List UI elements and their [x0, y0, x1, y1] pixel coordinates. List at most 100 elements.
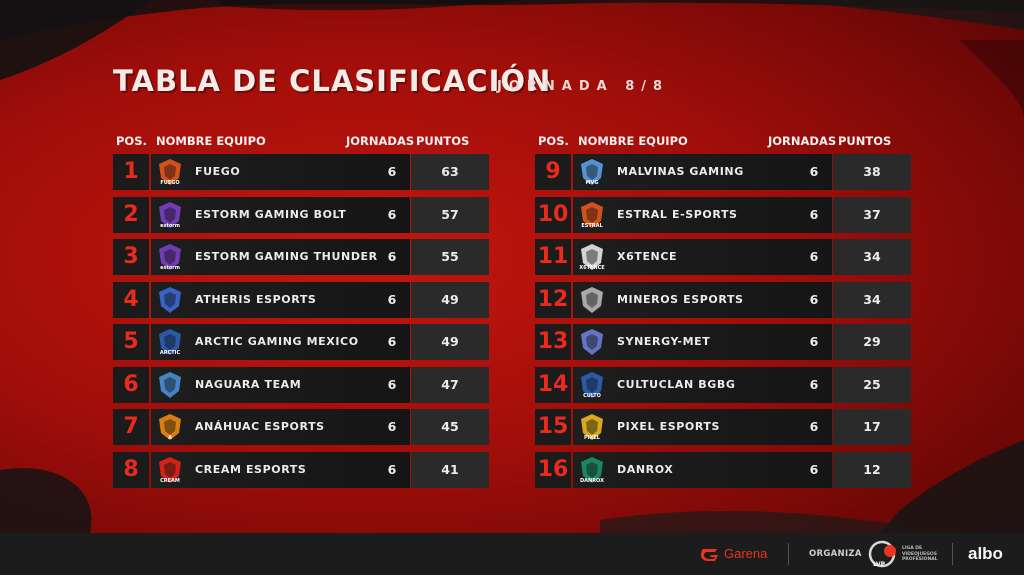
header-pos: POS.	[538, 134, 569, 148]
danrox-logo-icon: DANROX	[580, 456, 604, 484]
rows-container: 1 FUEGO FUEGO 6 63 2 estorm ESTORM GAMING BOLT 6…	[113, 154, 489, 488]
points-value: 38	[833, 154, 911, 190]
team-cell: estorm ESTORM GAMING BOLT 6	[151, 196, 410, 233]
table-row: 2 estorm ESTORM GAMING BOLT 6 57	[113, 196, 489, 233]
points-value: 34	[833, 281, 911, 318]
header-puntos: PUNTOS	[416, 134, 470, 148]
jornadas-value: 6	[809, 249, 819, 264]
arctic-logo-icon: ARCTIC	[159, 329, 181, 356]
team-name: PIXEL ESPORTS	[617, 420, 721, 433]
points-value: 49	[411, 281, 489, 318]
logo-text: ESTRAL	[581, 223, 603, 229]
table-row: 9 MVG MALVINAS GAMING 6 38	[535, 154, 911, 190]
jornadas-value: 6	[387, 461, 397, 477]
rows-container: 9 MVG MALVINAS GAMING 6 38 10 ESTRAL ESTRAL E-S…	[535, 154, 911, 488]
page-title: TABLA DE CLASIFICACIÓN	[113, 64, 552, 98]
points-value: 63	[411, 154, 489, 190]
naguara-logo-icon	[159, 371, 181, 398]
points-value: 17	[833, 409, 911, 445]
page-subtitle: JORNADA 8/8	[497, 79, 670, 94]
position-number: 1	[113, 154, 149, 190]
position-number: 10	[535, 196, 571, 233]
points-value: 37	[833, 196, 911, 233]
table-row: 5 ARCTIC ARCTIC GAMING MEXICO 6 49	[113, 324, 489, 360]
team-name: ARCTIC GAMING MEXICO	[195, 335, 359, 348]
lvp-badge-text: LVP	[873, 561, 886, 568]
team-cell: SYNERGY-MET 6	[573, 324, 832, 360]
position-number: 4	[113, 281, 149, 318]
cultuclan-logo-icon: CULTO	[581, 371, 603, 399]
team-cell: ARCTIC ARCTIC GAMING MEXICO 6	[151, 324, 410, 360]
table-row: 4 ATHERIS ESPORTS 6 49	[113, 281, 489, 318]
footer-divider	[952, 543, 953, 565]
table-row: 10 ESTRAL ESTRAL E-SPORTS 6 37	[535, 196, 911, 233]
table-row: 11 X6TENCE X6TENCE 6 34	[535, 239, 911, 275]
team-cell: MINEROS ESPORTS 6	[573, 281, 832, 318]
position-number: 11	[535, 239, 571, 275]
footer-divider	[788, 543, 789, 565]
team-name: ESTORM GAMING BOLT	[195, 207, 347, 221]
team-cell: FUEGO FUEGO 6	[151, 154, 410, 190]
position-number: 2	[113, 196, 149, 233]
logo-text: A	[168, 435, 172, 441]
header-jornadas: JORNADAS	[768, 134, 837, 148]
fuego-logo-icon: FUEGO	[159, 159, 181, 186]
garena-icon	[701, 548, 718, 561]
position-number: 6	[113, 366, 149, 403]
table-row: 1 FUEGO FUEGO 6 63	[113, 154, 489, 190]
position-number: 13	[535, 324, 571, 360]
points-value: 34	[833, 239, 911, 275]
team-cell: MVG MALVINAS GAMING 6	[573, 154, 832, 190]
table-row: 13 SYNERGY-MET 6 29	[535, 324, 911, 360]
header-name: NOMBRE EQUIPO	[156, 134, 266, 148]
table-row: 7 A ANÁHUAC ESPORTS 6 45	[113, 409, 489, 445]
table-header: POS. NOMBRE EQUIPO JORNADAS PUNTOS	[113, 131, 489, 151]
lvp-logo: LVP	[868, 540, 900, 568]
position-number: 5	[113, 324, 149, 360]
jornadas-value: 6	[387, 419, 397, 434]
table-row: 8 CREAM CREAM ESPORTS 6 41	[113, 451, 489, 488]
header-pos: POS.	[116, 134, 147, 148]
standings-table-right: POS. NOMBRE EQUIPO JORNADAS PUNTOS 9 MVG M…	[535, 131, 911, 488]
points-value: 25	[833, 366, 911, 403]
table-header: POS. NOMBRE EQUIPO JORNADAS PUNTOS	[535, 131, 911, 151]
position-number: 14	[535, 366, 571, 403]
logo-text: MVG	[586, 180, 599, 186]
lvp-caption: LIGA DE VIDEOJUEGOS PROFESIONAL	[902, 546, 938, 563]
position-number: 12	[535, 281, 571, 318]
x6tence-logo-icon: X6TENCE	[579, 244, 605, 271]
lvp-line: LIGA DE	[902, 546, 923, 551]
pixel-logo-icon: PIXEL	[581, 414, 603, 441]
table-row: 14 CULTO CULTUCLAN BGBG 6 25	[535, 366, 911, 403]
position-number: 8	[113, 451, 149, 488]
estral-logo-icon: ESTRAL	[581, 201, 603, 229]
points-value: 12	[833, 451, 911, 488]
jornadas-value: 6	[809, 461, 819, 477]
logo-text: estorm	[160, 265, 180, 271]
jornadas-value: 6	[387, 249, 397, 264]
team-cell: PIXEL PIXEL ESPORTS 6	[573, 409, 832, 445]
footer-bar: Garena ORGANIZA LVP LIGA DE VIDEOJUEGOS …	[0, 533, 1024, 575]
table-row: 6 NAGUARA TEAM 6 47	[113, 366, 489, 403]
team-name: ESTORM GAMING THUNDER	[195, 250, 378, 263]
jornadas-value: 6	[809, 334, 819, 349]
team-name: FUEGO	[195, 165, 241, 178]
organiza-label: ORGANIZA	[809, 549, 862, 559]
team-cell: A ANÁHUAC ESPORTS 6	[151, 409, 410, 445]
team-name: SYNERGY-MET	[617, 335, 711, 348]
team-name: MALVINAS GAMING	[617, 165, 744, 178]
points-value: 47	[411, 366, 489, 403]
jornadas-value: 6	[809, 206, 819, 222]
lvp-line: PROFESIONAL	[902, 557, 938, 562]
garena-logo: Garena	[700, 533, 767, 575]
cream-logo-icon: CREAM	[159, 456, 181, 484]
points-value: 29	[833, 324, 911, 360]
team-name: ESTRAL E-SPORTS	[617, 207, 738, 221]
team-name: X6TENCE	[617, 250, 678, 263]
table-row: 3 estorm ESTORM GAMING THUNDER 6 55	[113, 239, 489, 275]
team-name: ATHERIS ESPORTS	[195, 292, 317, 306]
team-cell: ESTRAL ESTRAL E-SPORTS 6	[573, 196, 832, 233]
atheris-logo-icon	[159, 286, 181, 313]
position-number: 15	[535, 409, 571, 445]
